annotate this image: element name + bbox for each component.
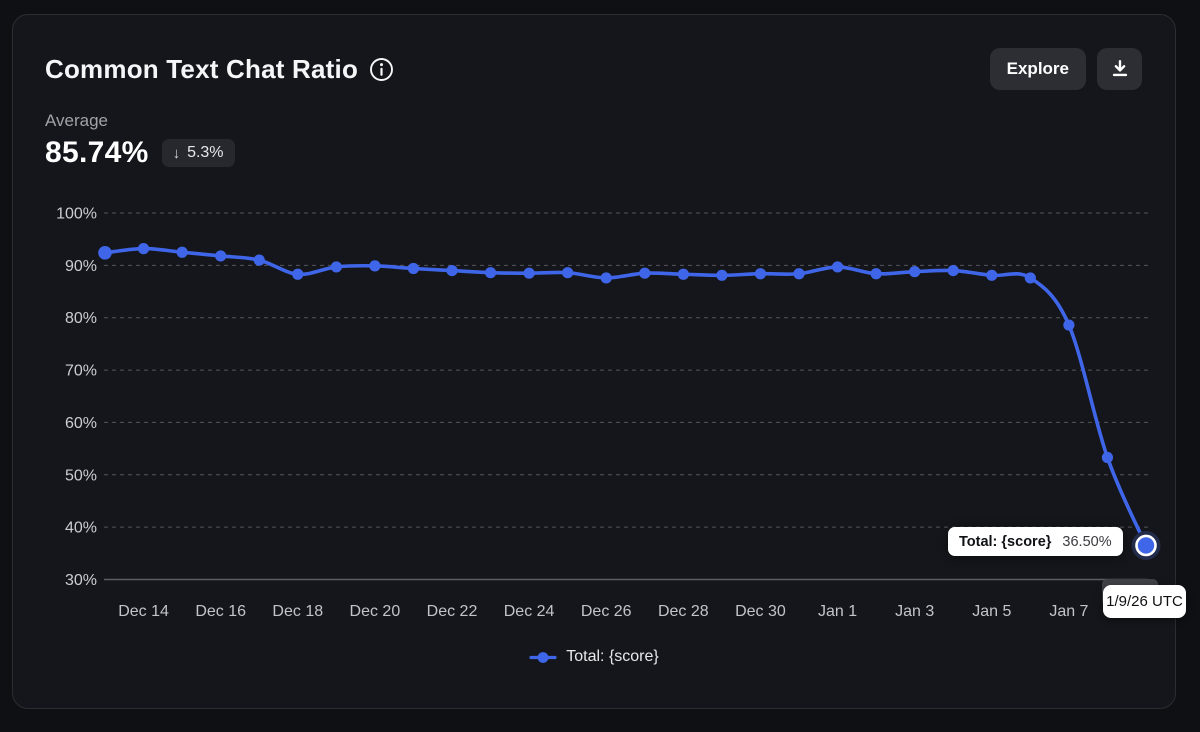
svg-text:Dec 22: Dec 22	[427, 603, 478, 620]
chart-card: Common Text Chat Ratio Explore	[12, 14, 1186, 710]
page-title: Common Text Chat Ratio	[45, 53, 359, 84]
svg-text:Dec 28: Dec 28	[658, 603, 709, 620]
svg-text:Dec 18: Dec 18	[272, 603, 323, 620]
svg-text:Dec 20: Dec 20	[350, 603, 401, 620]
card-header: Common Text Chat Ratio Explore	[45, 48, 1142, 90]
svg-text:70%: 70%	[65, 363, 97, 380]
svg-text:80%: 80%	[65, 310, 97, 327]
svg-text:40%: 40%	[65, 520, 97, 537]
stats-label: Average	[45, 111, 109, 130]
tooltip-series-label: Total: {score}	[959, 533, 1052, 550]
average-value: 85.74%	[45, 136, 149, 169]
chart-svg[interactable]: 100% 90% 80% 70% 60% 50% 40% 30% Dec 14 Dec 16 Dec…	[13, 15, 1177, 710]
svg-text:Jan 5: Jan 5	[972, 603, 1011, 620]
svg-text:30%: 30%	[65, 572, 97, 589]
svg-text:Jan 1: Jan 1	[818, 603, 857, 620]
tooltip-value: 36.50%	[1062, 533, 1112, 550]
legend-label: Total: {score}	[566, 648, 659, 665]
axis-hover-label: 1/9/26 UTC	[1103, 585, 1186, 618]
svg-text:Jan 3: Jan 3	[895, 603, 934, 620]
header-actions: Explore	[989, 48, 1142, 90]
legend-marker-icon	[529, 651, 557, 664]
svg-text:50%: 50%	[65, 467, 97, 484]
tooltip: Total: {score} 36.50%	[948, 527, 1123, 556]
svg-text:Dec 24: Dec 24	[504, 603, 555, 620]
svg-text:Dec 30: Dec 30	[735, 603, 786, 620]
delta-badge: ↓ 5.3%	[161, 139, 235, 167]
info-icon[interactable]	[369, 57, 394, 82]
svg-text:90%: 90%	[65, 258, 97, 275]
svg-text:Dec 14: Dec 14	[118, 603, 169, 620]
svg-text:60%: 60%	[65, 415, 97, 432]
download-button[interactable]	[1097, 48, 1142, 90]
title-row: Common Text Chat Ratio	[45, 54, 394, 85]
svg-text:100%: 100%	[56, 206, 97, 223]
explore-button[interactable]: Explore	[989, 48, 1086, 90]
svg-text:Jan 7: Jan 7	[1049, 603, 1088, 620]
delta-value: 5.3%	[187, 144, 224, 161]
stats-block: Average 85.74% ↓ 5.3%	[45, 111, 235, 170]
down-arrow-icon: ↓	[172, 144, 181, 162]
svg-text:Dec 26: Dec 26	[581, 603, 632, 620]
legend[interactable]: Total: {score}	[13, 648, 1175, 666]
download-icon	[1109, 58, 1131, 80]
svg-text:Dec 16: Dec 16	[195, 603, 246, 620]
stats-row: 85.74% ↓ 5.3%	[45, 136, 235, 170]
